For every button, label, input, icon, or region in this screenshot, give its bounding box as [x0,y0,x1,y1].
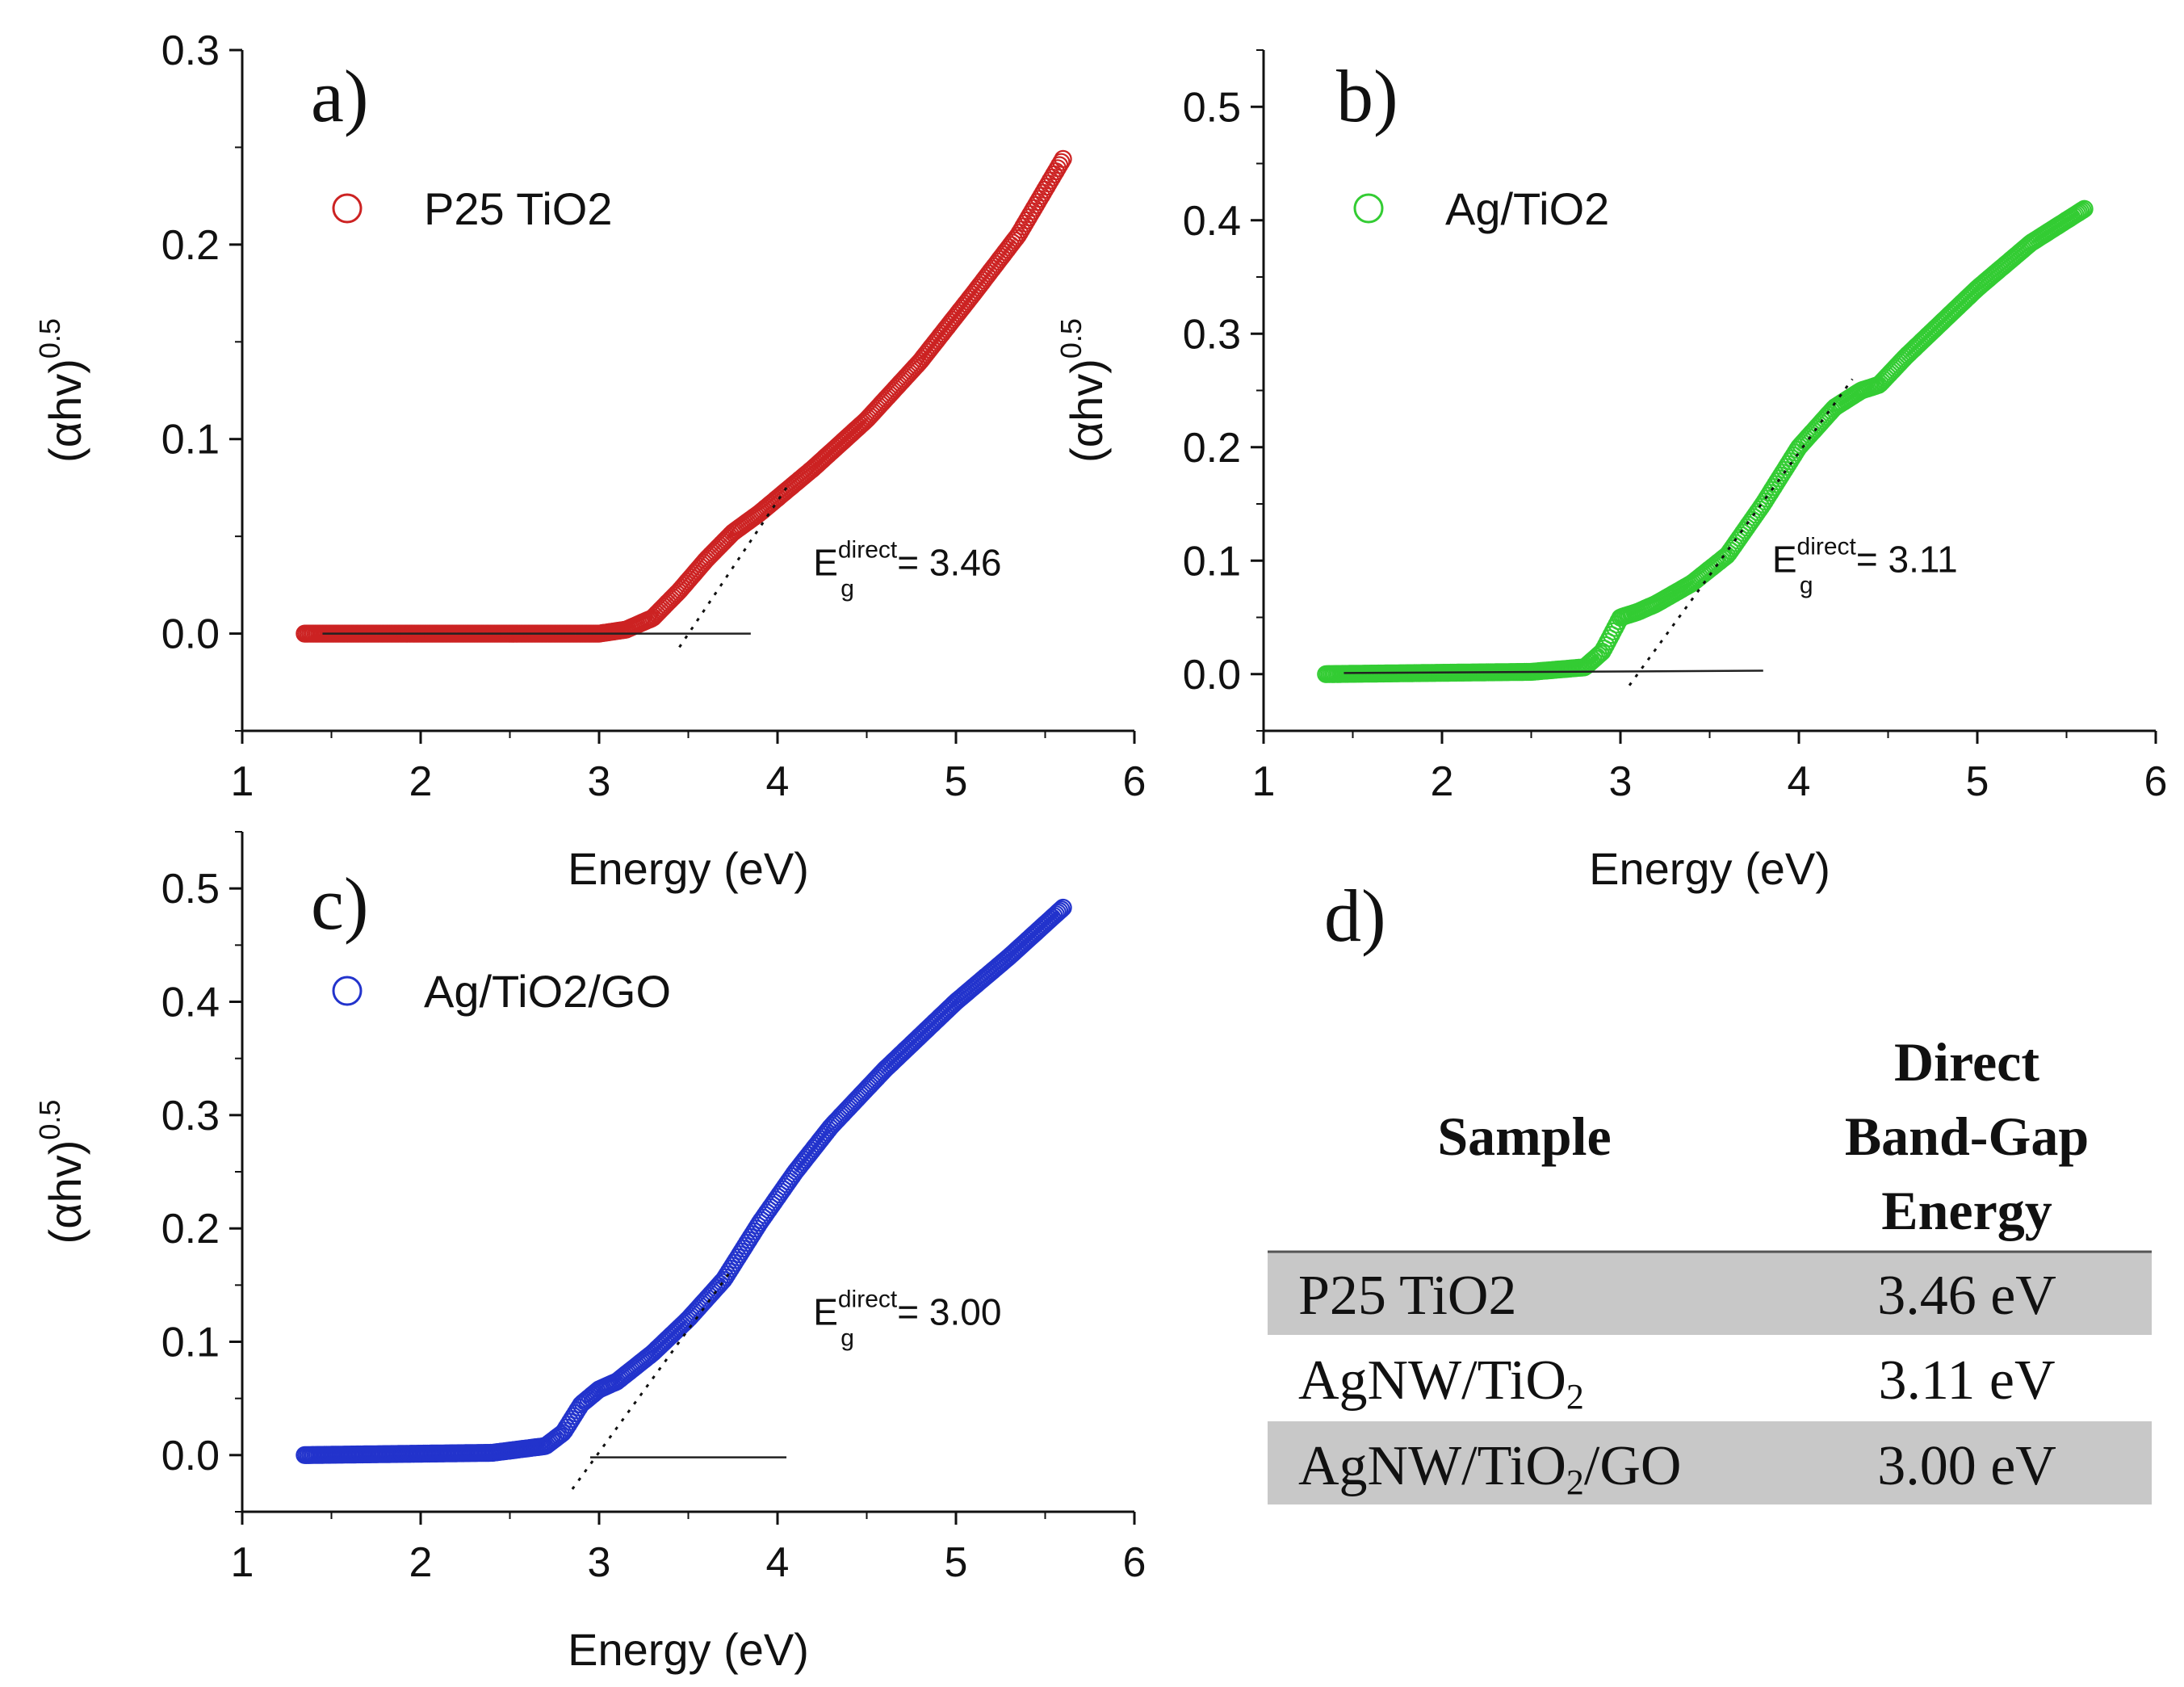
panel-a-chart: 1 2 3 4 5 6 0.0 0.1 0.2 0.3 Energy (eV) (αhv)0.5 a) P… [33,27,1146,894]
y-tick-label: 0.0 [161,1433,220,1479]
data-points [296,149,1072,643]
tangent-fit-line [678,487,788,648]
y-tick-label: 0.0 [1183,652,1241,699]
x-tick-label: 5 [945,1539,968,1586]
data-point [1048,903,1067,922]
legend-label: P25 TiO2 [424,183,612,234]
x-tick-label: 2 [409,1539,433,1586]
x-tick-label: 2 [409,758,433,805]
data-point [2075,199,2094,218]
x-tick-label: 1 [1252,758,1276,805]
x-tick-label: 6 [1123,758,1146,805]
data-point [1052,153,1071,171]
bandgap-annotation: Edirect= 3.00 [813,1286,1001,1332]
y-tick-label: 0.1 [1183,538,1241,585]
panel-label: a) [311,55,368,137]
x-tick-label: 3 [588,1539,611,1586]
panel-c-chart: 1 2 3 4 5 6 0.0 0.1 0.2 0.3 0.4 0.5 Energy (eV) (αhv)… [33,831,1146,1675]
panel-label: b) [1336,55,1398,137]
y-tick-label: 0.3 [161,1093,220,1139]
panel-label: c) [311,862,368,945]
panel-d-table: d) Sample Direct Band-Gap Energy P25 TiO… [1268,875,2152,1504]
x-tick-label: 1 [231,1539,254,1586]
bandgap-subscript: g [840,1324,854,1351]
x-tick-label: 4 [766,1539,790,1586]
tangent-fit-line [571,1267,734,1490]
y-tick-label: 0.0 [161,611,220,658]
legend-marker [1353,193,1384,224]
x-tick-label: 4 [766,758,790,805]
table-cell-sample: AgNW/TiO2/GO [1298,1435,1681,1502]
y-tick-label: 0.3 [1183,311,1241,358]
sample-subscript: 2 [1566,1377,1584,1416]
x-tick-label: 3 [1609,758,1633,805]
panel-b-chart: 1 2 3 4 5 6 0.0 0.1 0.2 0.3 0.4 0.5 Energy (eV) (αhv)… [1054,49,2168,894]
sample-main: AgNW/TiO [1298,1435,1566,1497]
table-cell-energy: 3.00 eV [1877,1435,2056,1497]
x-tick-label: 4 [1788,758,1811,805]
y-tick-label: 0.1 [161,1320,220,1366]
x-tick-label: 2 [1431,758,1454,805]
table-header-energy-line3: Energy [1881,1180,2052,1241]
sample-main: AgNW/TiO [1298,1349,1566,1412]
x-tick-label: 1 [231,758,254,805]
data-point [1050,901,1069,921]
legend-marker [332,193,363,224]
data-point [1054,898,1072,917]
sample-tail: /GO [1584,1435,1682,1497]
y-tick-label: 0.4 [1183,198,1241,245]
y-tick-label: 0.5 [1183,84,1241,131]
x-axis-title: Energy (eV) [1589,843,1830,894]
data-point [2069,203,2088,222]
panel-d-label: d) [1324,875,1386,957]
x-tick-label: 6 [1123,1539,1146,1586]
y-tick-label: 0.2 [1183,425,1241,472]
table-row-shade [1268,1421,2152,1504]
y-tick-label: 0.4 [161,980,220,1026]
y-axis-title: (αhv)0.5 [1054,318,1112,463]
sample-subscript: 2 [1566,1462,1584,1502]
x-tick-label: 3 [588,758,611,805]
legend-marker [332,976,363,1006]
x-tick-label: 5 [945,758,968,805]
table-header-energy-line2: Band-Gap [1845,1106,2089,1167]
data-point [1054,149,1072,168]
table-header-sample: Sample [1437,1106,1611,1167]
table-cell-energy: 3.11 eV [1878,1349,2055,1412]
table-header-energy-line1: Direct [1894,1031,2039,1093]
baseline-fit-line [1344,669,1763,674]
table-cell-sample: AgNW/TiO2 [1298,1349,1584,1416]
data-point [2072,202,2090,220]
x-axis-title: Energy (eV) [568,1624,809,1675]
y-tick-label: 0.2 [161,222,220,269]
data-point [2073,201,2092,220]
y-tick-label: 0.1 [161,417,220,464]
table-row-shade [1268,1252,2152,1335]
tangent-fit-line [1628,378,1854,686]
legend-label: Ag/TiO2/GO [424,966,671,1017]
y-tick-label: 0.5 [161,866,220,913]
table-cell-sample: P25 TiO2 [1298,1265,1516,1327]
table-cell-energy: 3.46 eV [1877,1265,2056,1327]
data-point [1052,900,1071,919]
data-points [296,898,1072,1464]
bandgap-annotation: Edirect= 3.46 [813,536,1001,583]
x-tick-label: 5 [1966,758,1989,805]
bandgap-annotation: Edirect= 3.11 [1772,533,1958,580]
x-tick-label: 6 [2144,758,2168,805]
y-axis-title: (αhv)0.5 [33,318,90,463]
legend-label: Ag/TiO2 [1445,183,1609,234]
y-tick-label: 0.3 [161,27,220,74]
y-tick-label: 0.2 [161,1206,220,1253]
y-axis-title: (αhv)0.5 [33,1100,90,1244]
data-points [1317,199,2094,683]
bandgap-subscript: g [840,575,854,602]
bandgap-subscript: g [1800,572,1813,598]
x-axis-title: Energy (eV) [568,843,809,894]
